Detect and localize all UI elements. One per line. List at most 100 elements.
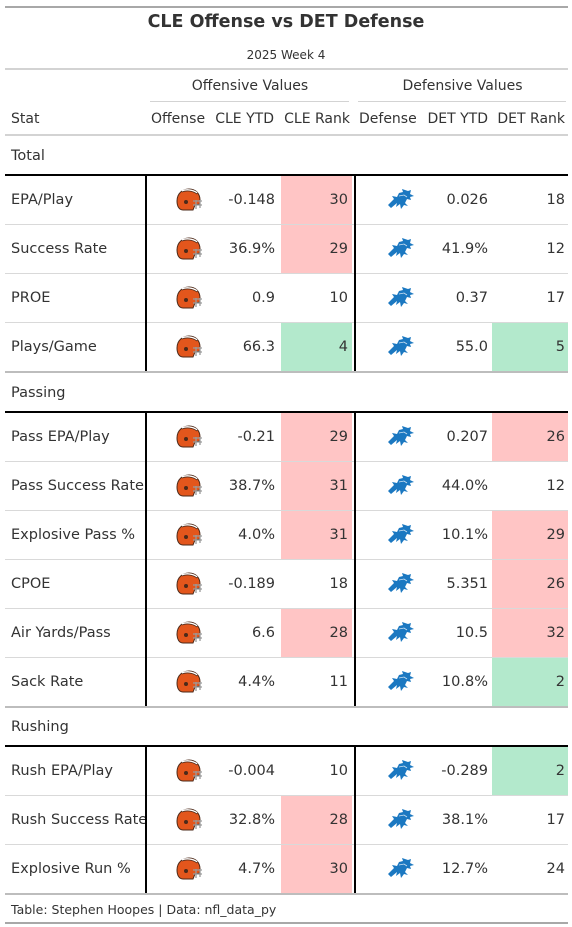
row-divider [5, 224, 568, 225]
table-row: Plays/Game 66.3 4 55.0 5 [5, 323, 568, 372]
table-bottom-border [5, 922, 568, 924]
group-divider [5, 174, 568, 176]
defensive-values-spanner: Defensive Values [402, 78, 523, 94]
group-divider [5, 411, 568, 413]
lions-logo-icon [386, 523, 416, 547]
defense-column-border [354, 175, 356, 371]
row-divider [5, 795, 568, 796]
cle-ytd-value: -0.148 [228, 192, 275, 208]
cle-rank-highlight [281, 413, 352, 461]
det-rank-value: 26 [546, 429, 565, 445]
det-rank-highlight [492, 323, 568, 371]
cle-rank-highlight [281, 462, 352, 510]
browns-helmet-icon [173, 474, 203, 498]
table-row: Explosive Run % 4.7% 30 12.7% 24 [5, 845, 568, 894]
column-header-stat: Stat [11, 111, 40, 127]
lions-logo-icon [386, 759, 416, 783]
cle-rank-highlight [281, 225, 352, 273]
det-ytd-value: 44.0% [441, 478, 488, 494]
table-row: Rush Success Rate 32.8% 28 38.1% 17 [5, 796, 568, 845]
row-divider [5, 461, 568, 462]
stat-label: Pass EPA/Play [11, 429, 110, 445]
det-rank-value: 2 [555, 763, 565, 779]
stat-label: Explosive Run % [11, 861, 131, 877]
defense-column-border [354, 746, 356, 893]
stat-label: Rush EPA/Play [11, 763, 113, 779]
browns-helmet-icon [173, 572, 203, 596]
offensive-spanner-line [150, 101, 349, 102]
column-header-cle-rank: CLE Rank [284, 111, 350, 127]
row-divider [5, 706, 568, 708]
det-rank-value: 26 [546, 576, 565, 592]
cle-rank-highlight [281, 609, 352, 657]
det-rank-highlight [492, 658, 568, 706]
stat-label: Explosive Pass % [11, 527, 136, 543]
header-divider [5, 68, 568, 70]
row-divider [5, 273, 568, 274]
stat-label: PROE [11, 290, 51, 306]
browns-helmet-icon [173, 523, 203, 547]
row-divider [5, 893, 568, 895]
row-divider [5, 608, 568, 609]
det-ytd-value: 5.351 [446, 576, 488, 592]
table-row: Air Yards/Pass 6.6 28 10.5 32 [5, 609, 568, 658]
det-rank-highlight [492, 747, 568, 795]
browns-helmet-icon [173, 188, 203, 212]
cle-rank-highlight [281, 511, 352, 559]
det-ytd-value: 10.5 [455, 625, 488, 641]
stat-label: Sack Rate [11, 674, 84, 690]
row-divider [5, 559, 568, 560]
det-ytd-value: 12.7% [441, 861, 488, 877]
lions-logo-icon [386, 857, 416, 881]
lions-logo-icon [386, 474, 416, 498]
det-rank-value: 2 [555, 674, 565, 690]
cle-rank-value: 10 [329, 290, 348, 306]
cle-rank-highlight [281, 176, 352, 224]
table-subtitle: 2025 Week 4 [246, 48, 326, 62]
browns-helmet-icon [173, 335, 203, 359]
column-header-divider [5, 134, 568, 136]
det-ytd-value: 10.8% [441, 674, 488, 690]
lions-logo-icon [386, 335, 416, 359]
cle-ytd-value: 38.7% [228, 478, 275, 494]
table-row: Explosive Pass % 4.0% 31 10.1% 29 [5, 511, 568, 560]
det-rank-value: 29 [546, 527, 565, 543]
row-group-label: Rushing [11, 719, 69, 735]
cle-rank-highlight [281, 323, 352, 371]
table-row: Success Rate 36.9% 29 41.9% 12 [5, 225, 568, 274]
det-ytd-value: 38.1% [441, 812, 488, 828]
row-divider [5, 657, 568, 658]
table-row: EPA/Play -0.148 30 0.026 18 [5, 176, 568, 225]
cle-rank-value: 30 [329, 192, 348, 208]
row-group-label: Total [11, 148, 45, 164]
table-row: Sack Rate 4.4% 11 10.8% 2 [5, 658, 568, 707]
cle-ytd-value: 32.8% [228, 812, 275, 828]
row-divider [5, 844, 568, 845]
det-rank-highlight [492, 413, 568, 461]
cle-rank-value: 28 [329, 625, 348, 641]
stat-label: Success Rate [11, 241, 108, 257]
det-ytd-value: 0.37 [455, 290, 488, 306]
browns-helmet-icon [173, 425, 203, 449]
lions-logo-icon [386, 425, 416, 449]
cle-rank-value: 29 [329, 241, 348, 257]
defensive-spanner-line [358, 101, 566, 102]
defense-column-border [354, 412, 356, 706]
stat-label: EPA/Play [11, 192, 74, 208]
table-row: CPOE -0.189 18 5.351 26 [5, 560, 568, 609]
browns-helmet-icon [173, 857, 203, 881]
lions-logo-icon [386, 237, 416, 261]
det-ytd-value: 10.1% [441, 527, 488, 543]
det-rank-value: 32 [546, 625, 565, 641]
det-rank-highlight [492, 511, 568, 559]
cle-rank-value: 31 [329, 527, 348, 543]
offense-column-border [145, 412, 147, 706]
lions-logo-icon [386, 808, 416, 832]
column-header-offense: Offense [151, 111, 206, 127]
cle-ytd-value: 36.9% [228, 241, 275, 257]
column-header-det-ytd: DET YTD [427, 111, 488, 127]
stat-label: Pass Success Rate [11, 478, 144, 494]
table-row: Pass Success Rate 38.7% 31 44.0% 12 [5, 462, 568, 511]
stat-label: Rush Success Rate [11, 812, 148, 828]
